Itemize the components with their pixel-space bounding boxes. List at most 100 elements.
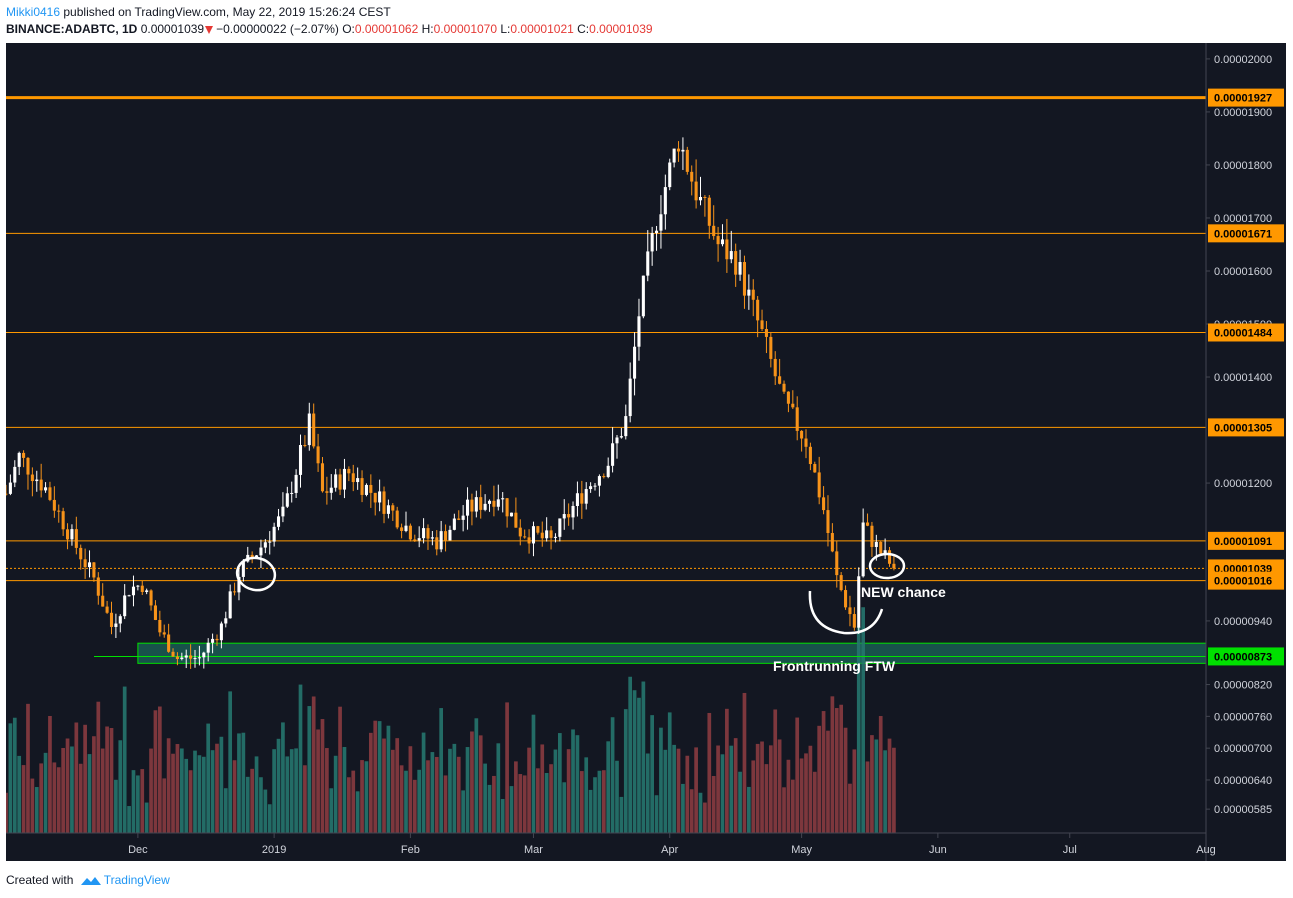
- volume-bar: [861, 607, 865, 833]
- candle-body: [589, 486, 593, 490]
- candle-body: [509, 512, 514, 517]
- level-label-bg: [1208, 323, 1284, 342]
- volume-bar: [276, 738, 281, 833]
- candle-body: [215, 638, 219, 641]
- candle-body: [167, 634, 171, 652]
- high-value: 0.00001070: [433, 22, 498, 36]
- candle-body: [8, 482, 12, 494]
- candle-body: [857, 576, 861, 628]
- candle-body: [360, 478, 364, 495]
- volume-bar: [834, 708, 839, 833]
- volume-bar: [237, 733, 241, 833]
- candle-body: [531, 526, 536, 544]
- volume-bar: [707, 712, 712, 833]
- volume-bar: [887, 738, 892, 833]
- volume-bar: [478, 735, 483, 833]
- candle-body: [830, 533, 834, 552]
- candle-body: [584, 489, 588, 504]
- price-axis[interactable]: 0.00002000 0.00001900 0.00001800 0.00001700…: [1206, 54, 1272, 816]
- candle-body: [624, 416, 628, 437]
- volume-bar: [17, 755, 22, 833]
- circle-drawing-1[interactable]: [234, 554, 278, 593]
- volume-bar: [777, 739, 782, 833]
- volume-bar: [865, 761, 870, 833]
- volume-bar: [333, 755, 338, 833]
- volume-bar: [426, 760, 430, 833]
- volume-bar: [782, 787, 786, 833]
- candle-body: [13, 466, 17, 483]
- volume-bar: [461, 790, 465, 833]
- time-axis[interactable]: Dec 2019 Feb Mar Apr May Jun Jul Aug: [128, 833, 1216, 856]
- candle-body: [83, 559, 87, 568]
- volume-bar: [434, 756, 439, 833]
- candle-body: [180, 657, 184, 660]
- volume-bar: [320, 719, 325, 833]
- volume-bar: [34, 787, 39, 833]
- annotation-new-chance[interactable]: NEW chance: [861, 584, 946, 600]
- tradingview-brand[interactable]: TradingView: [103, 873, 170, 887]
- volume-bar: [175, 744, 180, 833]
- author-link[interactable]: Mikki0416: [6, 5, 61, 19]
- volume-bar: [742, 692, 747, 833]
- volume-bar: [518, 774, 523, 833]
- volume-bar: [716, 745, 720, 833]
- candle-body: [641, 275, 645, 317]
- volume-bar: [144, 802, 149, 833]
- candle-body: [378, 491, 382, 503]
- candle-body: [373, 492, 377, 503]
- candle-body: [404, 525, 408, 531]
- candle-body: [892, 563, 896, 569]
- candle-body: [466, 499, 470, 516]
- candle-body: [303, 445, 307, 447]
- candle-body: [725, 239, 729, 260]
- candle-body: [523, 536, 527, 538]
- candle-body: [197, 657, 201, 659]
- volume-bar: [267, 804, 272, 833]
- volume-bar: [760, 741, 764, 833]
- volume-bar: [386, 725, 391, 833]
- candle-body: [101, 595, 105, 607]
- volume-bar: [812, 771, 817, 833]
- volume-bar: [197, 755, 202, 833]
- volume-bar: [725, 708, 729, 833]
- price-chart[interactable]: NEW chance Frontrunning FTW 0.000020000.…: [6, 43, 1286, 861]
- candle-body: [206, 642, 210, 653]
- volume-bar: [184, 758, 189, 833]
- volume-bar: [588, 789, 593, 833]
- candle-body: [826, 510, 830, 534]
- candle-body: [659, 214, 663, 231]
- arc-drawing[interactable]: [808, 590, 884, 635]
- volume-bar: [342, 747, 347, 833]
- candle-body: [685, 149, 689, 172]
- candle-body: [325, 491, 329, 493]
- candle-body: [312, 413, 316, 447]
- volume-bar: [65, 738, 70, 833]
- candle-body: [558, 518, 562, 537]
- candle-body: [786, 391, 790, 404]
- volume-bar: [751, 760, 756, 833]
- volume-bar: [347, 777, 351, 833]
- created-with-text: Created with: [6, 873, 74, 887]
- volume-bar: [505, 702, 509, 833]
- candle-body: [804, 438, 808, 447]
- candle-body: [175, 656, 179, 660]
- volume-bar: [672, 744, 676, 833]
- volume-bar: [448, 748, 452, 833]
- annotation-frontrunning[interactable]: Frontrunning FTW: [773, 658, 896, 674]
- candle-body: [22, 452, 26, 458]
- volume-bar: [615, 760, 619, 833]
- volume-bar: [579, 771, 584, 833]
- candle-body: [742, 262, 746, 296]
- support-zone-layer: [137, 642, 1207, 664]
- circle-drawing-2[interactable]: [868, 552, 906, 580]
- volume-bar: [188, 770, 193, 833]
- volume-bar: [843, 727, 848, 833]
- candle-body: [808, 446, 812, 465]
- volume-bar: [637, 697, 641, 833]
- volume-bar: [703, 802, 707, 833]
- candle-body: [211, 638, 215, 643]
- candle-body: [668, 162, 672, 188]
- candle-body: [611, 443, 615, 466]
- candles-layer: [6, 137, 896, 669]
- volume-bar: [61, 747, 65, 833]
